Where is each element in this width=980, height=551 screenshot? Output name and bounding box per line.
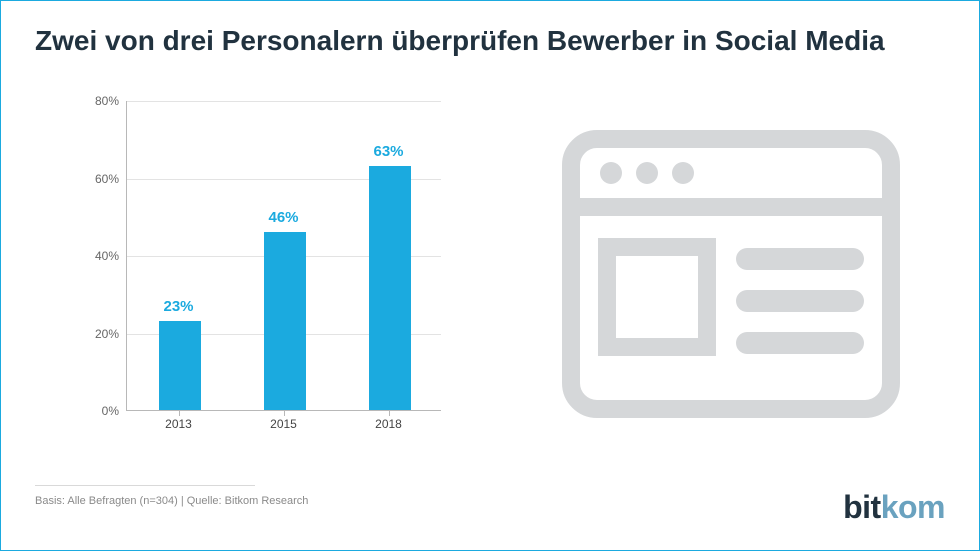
footnote-text: Basis: Alle Befragten (n=304) | Quelle: …: [35, 495, 308, 507]
x-tick-label: 2013: [165, 417, 192, 431]
bar-value-label: 46%: [268, 209, 298, 226]
bar-value-label: 23%: [163, 298, 193, 315]
y-tick-label: 0%: [79, 404, 119, 418]
logo-part-1: bit: [843, 489, 881, 525]
y-tick-label: 40%: [79, 249, 119, 263]
bitkom-logo: bitkom: [843, 489, 945, 526]
logo-part-2: kom: [881, 489, 945, 525]
footnote-divider: [35, 485, 255, 486]
grid-line: [127, 101, 441, 102]
bar-value-label: 63%: [373, 143, 403, 160]
bar: [159, 321, 201, 410]
x-tick-label: 2015: [270, 417, 297, 431]
bar: [264, 232, 306, 410]
x-tick-mark: [179, 411, 180, 416]
y-tick-label: 20%: [79, 327, 119, 341]
x-tick-label: 2018: [375, 417, 402, 431]
x-tick-mark: [389, 411, 390, 416]
chart-title: Zwei von drei Personalern überprüfen Bew…: [35, 25, 885, 57]
x-tick-mark: [284, 411, 285, 416]
bar: [369, 166, 411, 410]
browser-profile-icon: [561, 129, 901, 419]
infographic-frame: Zwei von drei Personalern überprüfen Bew…: [0, 0, 980, 551]
y-tick-label: 80%: [79, 94, 119, 108]
y-tick-label: 60%: [79, 172, 119, 186]
bar-chart: 0%20%40%60%80%23%201346%201563%2018: [81, 101, 441, 441]
